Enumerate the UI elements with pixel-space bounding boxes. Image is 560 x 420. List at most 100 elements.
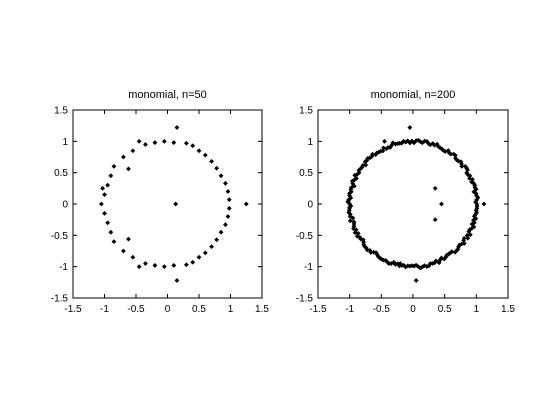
data-point — [364, 158, 370, 163]
data-point — [171, 263, 177, 268]
data-point — [473, 207, 479, 213]
data-point — [190, 143, 196, 149]
x-tick-label: 0 — [165, 304, 171, 315]
chart-title: monomial, n=50 — [128, 89, 207, 101]
data-point — [346, 198, 351, 204]
data-point — [108, 173, 114, 179]
data-point — [384, 259, 390, 265]
data-point — [382, 138, 387, 144]
data-point — [456, 158, 461, 164]
data-point — [102, 211, 107, 216]
data-point — [214, 165, 220, 171]
data-point — [467, 173, 473, 179]
data-point — [459, 161, 464, 167]
data-point — [136, 138, 142, 144]
y-tick-label: 0.5 — [299, 168, 313, 179]
y-tick-label: 1 — [62, 137, 68, 148]
data-point — [481, 201, 487, 207]
x-tick-label: 1.5 — [255, 304, 269, 315]
data-point — [102, 192, 107, 197]
data-point — [452, 152, 458, 158]
x-tick-label: 1 — [474, 304, 480, 315]
data-point — [413, 278, 419, 283]
data-point — [474, 197, 480, 203]
data-point — [432, 185, 438, 191]
data-point — [100, 185, 106, 191]
data-point — [347, 193, 352, 199]
data-point — [466, 229, 472, 234]
data-point — [111, 239, 117, 244]
data-point — [393, 141, 398, 147]
data-point — [225, 189, 231, 194]
data-point — [452, 249, 458, 255]
data-point — [464, 170, 470, 176]
data-point — [354, 171, 360, 177]
data-point — [358, 236, 364, 242]
x-tick-label: -1 — [100, 304, 109, 315]
data-point — [461, 241, 467, 246]
data-point — [370, 151, 375, 157]
data-point — [196, 254, 202, 260]
data-point — [108, 229, 114, 235]
data-point — [411, 140, 417, 146]
x-tick-label: -1.5 — [309, 304, 327, 315]
x-tick-label: 0.5 — [438, 304, 452, 315]
data-point — [184, 140, 189, 146]
data-point — [174, 278, 180, 283]
y-tick-label: 0 — [62, 200, 68, 211]
data-point — [223, 222, 228, 228]
data-point — [363, 162, 369, 168]
data-point — [462, 164, 468, 169]
data-point — [439, 146, 445, 152]
data-point — [453, 155, 458, 161]
y-tick-label: 0 — [307, 200, 313, 211]
data-point — [173, 201, 179, 207]
data-point — [126, 236, 131, 242]
data-point — [196, 148, 202, 154]
data-point — [385, 145, 391, 150]
data-point — [209, 158, 214, 164]
data-point — [152, 263, 158, 268]
data-point — [347, 204, 353, 210]
data-point — [459, 164, 465, 169]
x-tick-label: 1 — [228, 304, 234, 315]
data-point — [433, 258, 439, 264]
y-tick-label: 1 — [307, 137, 313, 148]
data-point — [111, 164, 117, 169]
data-point — [430, 261, 435, 266]
data-point — [371, 249, 377, 255]
data-point — [105, 220, 111, 226]
data-point — [458, 159, 464, 165]
x-tick-label: 0 — [410, 304, 416, 315]
data-point — [360, 162, 366, 168]
data-point — [473, 186, 479, 192]
data-point — [351, 226, 356, 232]
data-point — [225, 214, 231, 219]
data-point — [373, 152, 378, 158]
data-point — [473, 211, 478, 217]
x-tick-label: -1 — [345, 304, 354, 315]
data-point — [184, 262, 189, 268]
data-point — [436, 144, 441, 149]
data-point — [464, 232, 470, 238]
data-point — [347, 218, 353, 224]
data-point — [470, 176, 475, 182]
y-tick-label: 1.5 — [54, 106, 68, 117]
data-point — [218, 173, 224, 179]
data-point — [446, 150, 452, 156]
x-tick-label: 0.5 — [192, 304, 206, 315]
data-point — [98, 201, 104, 207]
data-point — [226, 205, 232, 211]
data-point — [426, 141, 431, 146]
chart-panel-n50: monomial, n=50 -1.5 -1 -0.5 0 0.5 1 1.5 -1.5 -1 -0… — [51, 89, 270, 315]
data-point — [218, 229, 224, 235]
data-point — [397, 261, 403, 266]
data-point — [354, 233, 360, 239]
data-point — [136, 264, 142, 270]
data-point — [474, 203, 480, 209]
data-point — [350, 215, 356, 221]
data-point — [161, 264, 167, 270]
data-point — [202, 152, 208, 158]
x-tick-label: -0.5 — [373, 304, 391, 315]
